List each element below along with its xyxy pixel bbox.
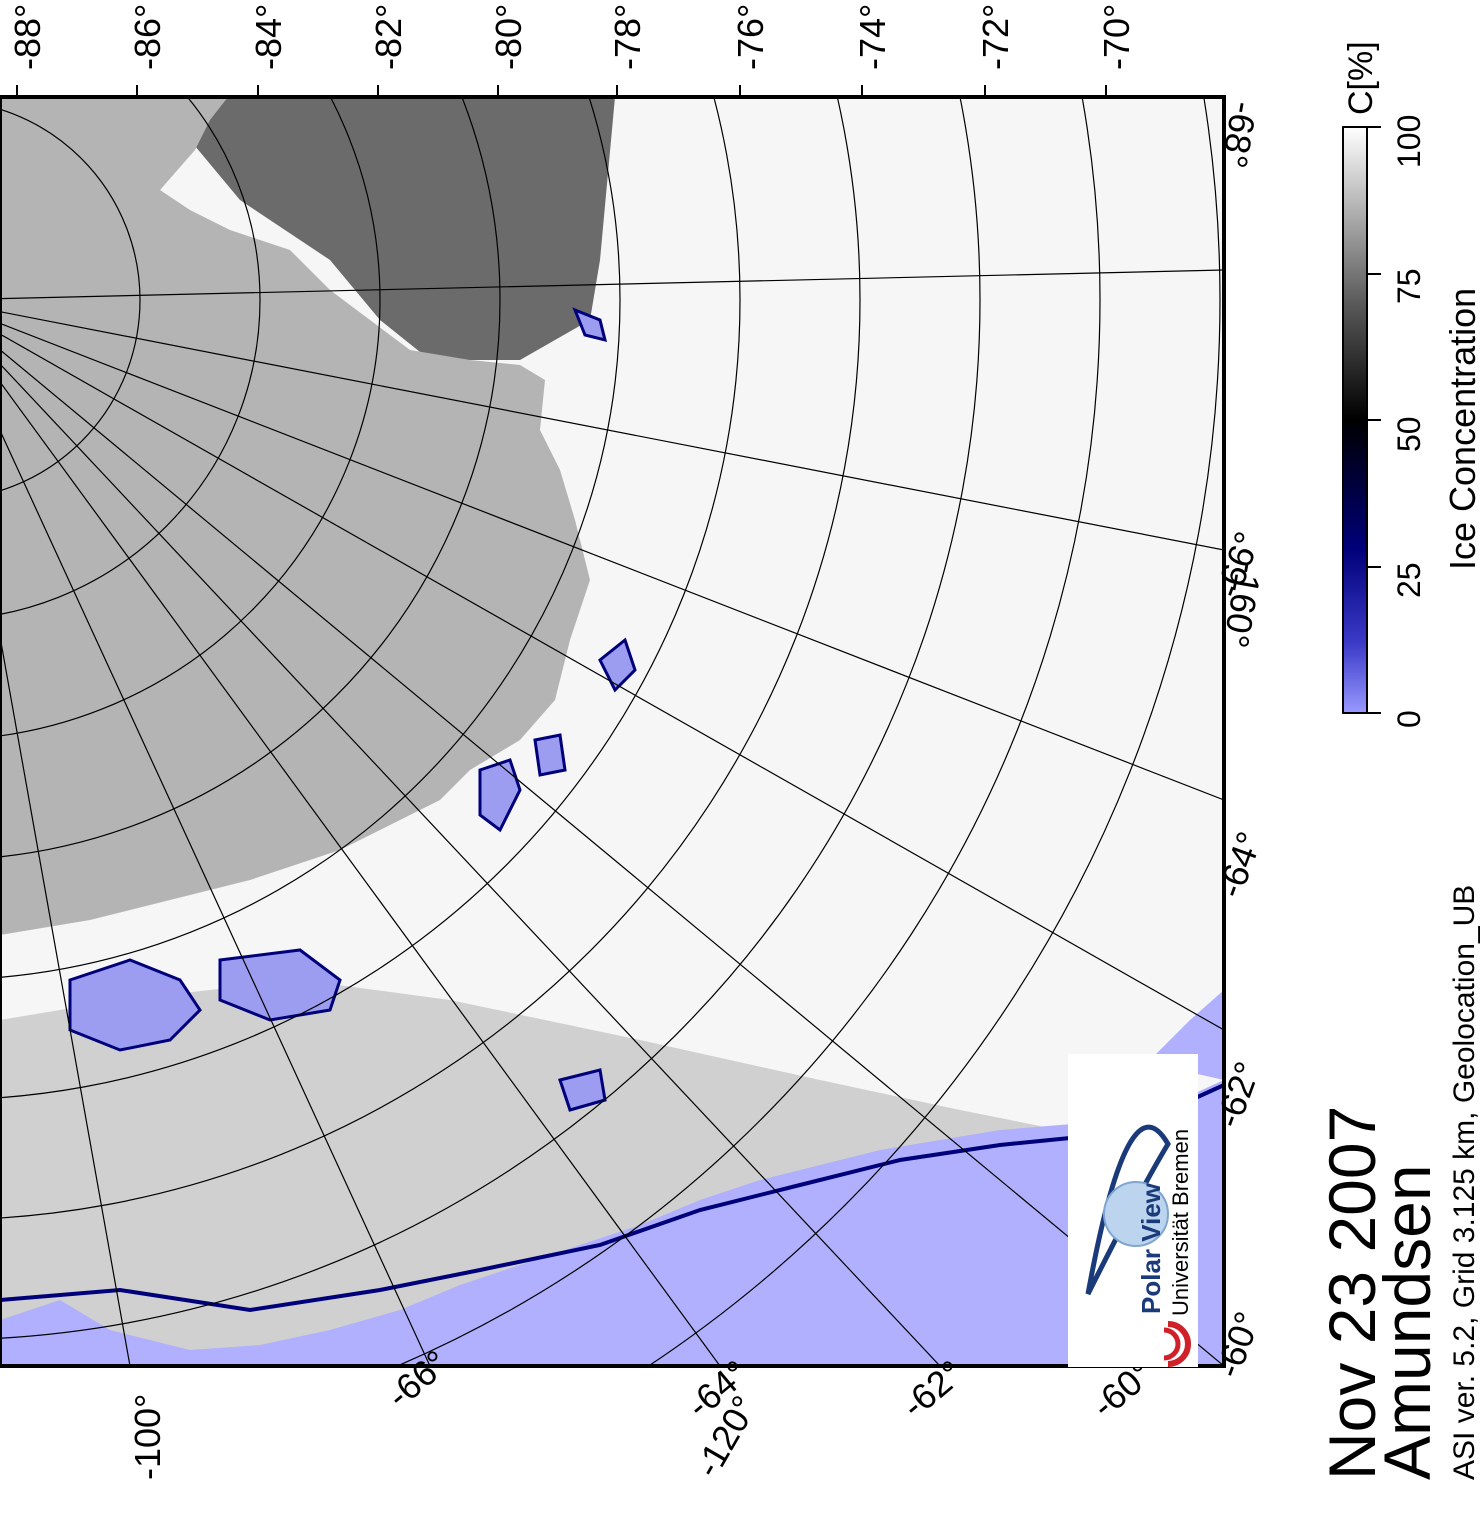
- lon-label: -76°: [730, 4, 771, 70]
- colorbar-tick: 0: [1391, 710, 1427, 728]
- title-date: Nov 23 2007: [1315, 1106, 1389, 1480]
- open-water-south: [0, 1080, 1224, 1366]
- map-area: [0, 97, 1224, 1366]
- polar-view-logo: Polar View Universität Bremen: [1068, 1054, 1198, 1367]
- logo-name: Polar View: [1136, 1182, 1166, 1314]
- logo-institution: Universität Bremen: [1168, 1129, 1193, 1316]
- title-block: Nov 23 2007 Amundsen ASI ver. 5.2, Grid …: [1315, 885, 1481, 1480]
- colorbar: 0 25 50 75 100 C[%] Ice Concentration: [1342, 41, 1482, 728]
- land-antarctica: [0, 97, 590, 935]
- eye-icon: [1085, 1124, 1171, 1296]
- colorbar-label: Ice Concentration: [1442, 288, 1482, 570]
- lon-label: -80°: [488, 4, 529, 70]
- lon-label: -82°: [368, 4, 409, 70]
- colorbar-tick: 25: [1391, 562, 1427, 598]
- polynya-small-4: [572, 307, 608, 343]
- title-region: Amundsen: [1370, 1164, 1444, 1480]
- latitude-circles: [0, 97, 1221, 1366]
- lon-label: -100°: [127, 1394, 168, 1480]
- lon-label: -78°: [607, 4, 648, 70]
- polynya-small-1: [478, 758, 522, 833]
- polynya-small-2: [533, 733, 567, 777]
- polynya-small-3: [598, 637, 637, 693]
- sea-ice-dark-region: [190, 97, 615, 360]
- lon-label: -84°: [248, 4, 289, 70]
- polynya-west: [68, 958, 202, 1052]
- top-lon-labels: -88° -86° -84° -82° -80° -78° -76° -74° …: [7, 4, 1137, 70]
- colorbar-tick: 75: [1391, 268, 1427, 304]
- map-frame: [0, 95, 1226, 1368]
- lon-label: -74°: [852, 4, 893, 70]
- top-ticks: [16, 85, 1107, 97]
- lon-label: -86°: [127, 4, 168, 70]
- polynya-central: [218, 948, 342, 1022]
- colorbar-gradient: [1342, 126, 1368, 714]
- lon-label: -72°: [975, 4, 1016, 70]
- lon-label: -88°: [7, 4, 48, 70]
- uni-bremen-icon: [1163, 1321, 1191, 1367]
- colorbar-unit: C[%]: [1342, 41, 1380, 115]
- colorbar-tick: 100: [1391, 115, 1427, 168]
- meridians: [0, 269, 1224, 1366]
- title-subtitle: ASI ver. 5.2, Grid 3.125 km, Geolocation…: [1448, 885, 1481, 1480]
- colorbar-tick: 50: [1391, 416, 1427, 452]
- lon-label: -70°: [1096, 4, 1137, 70]
